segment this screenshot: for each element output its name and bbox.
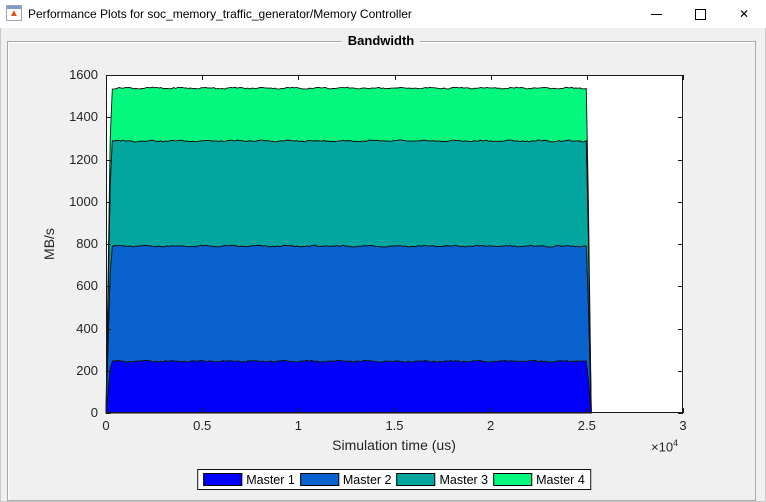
x-axis-exponent: ×104 bbox=[651, 438, 678, 454]
legend-entry[interactable]: Master 2 bbox=[299, 472, 392, 487]
legend-entry[interactable]: Master 1 bbox=[203, 473, 295, 487]
close-icon: ✕ bbox=[738, 7, 750, 21]
legend-entry[interactable]: Master 4 bbox=[493, 473, 585, 487]
legend-swatch-icon bbox=[396, 473, 436, 486]
title-bar[interactable]: ▲ Performance Plots for soc_memory_traff… bbox=[0, 0, 766, 28]
minimize-icon bbox=[650, 13, 662, 15]
exponent-power: 4 bbox=[673, 438, 679, 448]
x-tick-label: 3 bbox=[679, 418, 687, 433]
legend-label: Master 4 bbox=[536, 472, 585, 487]
y-axis-label: MB/s bbox=[41, 228, 57, 260]
area-series-1 bbox=[105, 359, 592, 414]
y-tick-label: 400 bbox=[76, 320, 98, 336]
exponent-base: ×10 bbox=[651, 439, 674, 455]
y-tick-label: 1400 bbox=[69, 109, 98, 125]
x-axis-label: Simulation time (us) bbox=[332, 437, 456, 453]
legend-entry[interactable]: Master 3 bbox=[396, 472, 489, 487]
maximize-icon bbox=[694, 8, 706, 20]
y-tick-label: 800 bbox=[76, 236, 98, 251]
chart-legend[interactable]: Master 1 Master 2 Master 3 Master 4 bbox=[197, 469, 591, 490]
legend-label: Master 2 bbox=[342, 472, 392, 487]
axes-frame bbox=[106, 75, 683, 413]
icon-window-strip bbox=[7, 6, 21, 9]
x-tick-label: 1 bbox=[294, 418, 302, 433]
x-tick-label: 0 bbox=[102, 418, 110, 433]
window-title: Performance Plots for soc_memory_traffic… bbox=[28, 7, 412, 21]
matlab-figure-icon: ▲ bbox=[6, 5, 22, 21]
y-tick-label: 1600 bbox=[69, 67, 98, 82]
legend-swatch-icon bbox=[299, 473, 339, 486]
maximize-button[interactable] bbox=[678, 0, 722, 28]
legend-swatch-icon bbox=[203, 473, 243, 486]
legend-label: Master 3 bbox=[439, 472, 489, 487]
legend-label: Master 1 bbox=[246, 472, 295, 487]
y-tick-label: 600 bbox=[76, 278, 98, 294]
close-button[interactable]: ✕ bbox=[722, 0, 766, 28]
y-tick-label: 0 bbox=[90, 405, 98, 420]
y-tick-label: 1200 bbox=[69, 151, 98, 167]
x-tick-label: 2.5 bbox=[577, 418, 596, 433]
panel-title: Bandwidth bbox=[341, 33, 421, 48]
x-tick-label: 2 bbox=[487, 418, 495, 433]
x-tick-label: 0.5 bbox=[193, 418, 212, 433]
y-tick-label: 200 bbox=[76, 362, 98, 378]
matlab-membrane-glyph: ▲ bbox=[9, 8, 19, 19]
x-tick-label: 1.5 bbox=[385, 418, 404, 433]
y-tick-label: 1000 bbox=[69, 193, 98, 209]
minimize-button[interactable] bbox=[634, 0, 678, 28]
legend-swatch-icon bbox=[493, 473, 533, 486]
window-controls: ✕ bbox=[634, 0, 766, 28]
